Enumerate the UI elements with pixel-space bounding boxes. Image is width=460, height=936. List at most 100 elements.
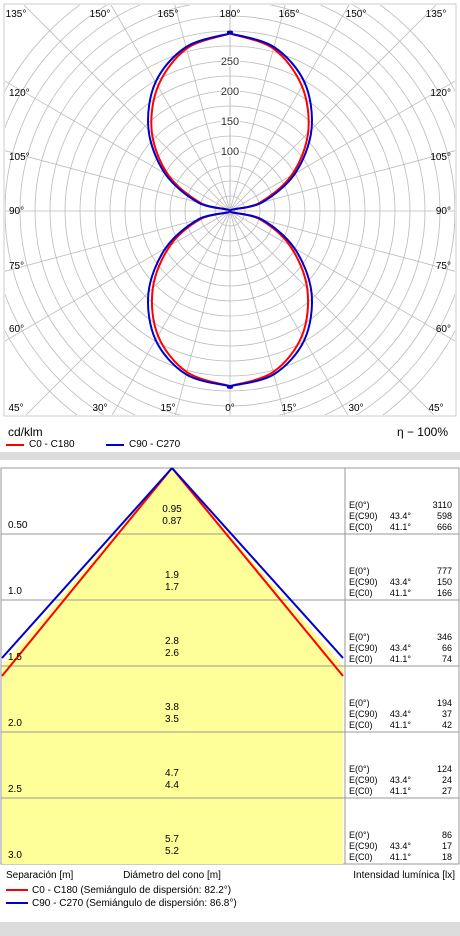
polar-grid-spoke bbox=[110, 5, 231, 212]
polar-legend-c90: C90 - C270 bbox=[106, 439, 180, 450]
diameter-label: Diámetro del cono [m] bbox=[123, 870, 221, 881]
e0-value: 124 bbox=[437, 764, 452, 774]
e-c0-value: 74 bbox=[442, 654, 452, 664]
radial-tick-label: 200 bbox=[221, 86, 239, 98]
row-height-label: 0.50 bbox=[8, 520, 28, 531]
polar-legend-c0-label: C0 - C180 bbox=[29, 439, 75, 450]
diameter-c90-value: 2.8 bbox=[165, 636, 179, 647]
bottom-band bbox=[0, 922, 460, 936]
cone-row: 2.5 4.74.4 E(0°)E(C90)E(C0) 43.4°41.1° 12424… bbox=[8, 764, 452, 796]
diameter-c90-value: 3.8 bbox=[165, 702, 179, 713]
cone-row: 3.0 5.75.2 E(0°)E(C90)E(C0) 43.4°41.1° 86171… bbox=[8, 830, 452, 862]
c90-cone-line-right bbox=[171, 467, 344, 659]
polar-grid-spoke bbox=[174, 210, 231, 415]
row-height-label: 3.0 bbox=[8, 850, 22, 861]
e-c0-value: 166 bbox=[437, 588, 452, 598]
e-c0-value: 27 bbox=[442, 786, 452, 796]
polar-grid-spoke bbox=[229, 210, 455, 272]
diameter-c0-value: 4.4 bbox=[165, 780, 179, 791]
e0-label: E(0°) bbox=[349, 764, 370, 774]
separation-label: Separación [m] bbox=[6, 870, 73, 881]
angle-c90-value: 43.4° bbox=[390, 709, 412, 719]
polar-diagram: 100 150 200 250 135° 150° 165° 180° 165° 150° 135°… bbox=[3, 3, 457, 439]
polar-grid-spoke bbox=[229, 150, 455, 212]
polar-grid-spoke bbox=[5, 210, 231, 342]
cone-legend-c0-label: C0 - C180 (Semiángulo de dispersión: 82.… bbox=[32, 885, 231, 896]
cone-row: 1.5 2.82.6 E(0°)E(C90)E(C0) 43.4°41.1° 34666… bbox=[8, 632, 452, 664]
efficiency-label: η − 100% bbox=[397, 425, 448, 439]
angle-label-left: 60° bbox=[9, 324, 24, 335]
diameter-c90-value: 1.9 bbox=[165, 570, 179, 581]
e0-value: 86 bbox=[442, 830, 452, 840]
diameter-c0-value: 1.7 bbox=[165, 582, 179, 593]
cone-diagram-panel: 0.50 0.95 0.87 E(0°) E(C90) E(C0) 43.4° 41.1° 31… bbox=[0, 462, 460, 922]
diameter-c0-value: 0.87 bbox=[162, 516, 182, 527]
e-c0-label: E(C0) bbox=[349, 720, 373, 730]
cone-row: 0.50 0.950.87 E(0°)E(C90)E(C0) 43.4°41.1° 31… bbox=[8, 500, 452, 532]
angle-label-left: 120° bbox=[9, 88, 30, 99]
e-c0-label: E(C0) bbox=[349, 654, 373, 664]
row-height-label: 2.0 bbox=[8, 718, 22, 729]
angle-c90-value: 43.4° bbox=[390, 511, 412, 521]
polar-legend-c0: C0 - C180 bbox=[6, 439, 75, 450]
polar-grid-spoke bbox=[174, 5, 231, 212]
e-c90-value: 66 bbox=[442, 643, 452, 653]
diameter-c0-value: 3.5 bbox=[165, 714, 179, 725]
angle-c0-value: 41.1° bbox=[390, 786, 412, 796]
angle-label-top: 135° bbox=[426, 9, 447, 20]
polar-grid-spoke bbox=[5, 150, 231, 212]
angle-label-top: 150° bbox=[90, 9, 111, 20]
e-c0-label: E(C0) bbox=[349, 588, 373, 598]
separator-band bbox=[0, 452, 460, 460]
e-c90-value: 37 bbox=[442, 709, 452, 719]
diameter-c90-value: 4.7 bbox=[165, 768, 179, 779]
e-c0-value: 18 bbox=[442, 852, 452, 862]
polar-grid-spoke bbox=[229, 210, 286, 415]
e-c0-label: E(C0) bbox=[349, 786, 373, 796]
angle-label-left: 75° bbox=[9, 261, 24, 272]
polar-grid-spoke bbox=[5, 80, 231, 212]
angle-c0-value: 41.1° bbox=[390, 588, 412, 598]
angle-label-right: 120° bbox=[430, 88, 451, 99]
angle-label-right: 75° bbox=[436, 261, 451, 272]
polar-grid-spoke bbox=[229, 5, 350, 212]
radial-tick-label: 100 bbox=[221, 146, 239, 158]
cone-rows: 0.500.950.87E(0°)E(C90)E(C0)43.4°41.1°31… bbox=[8, 500, 452, 862]
angle-label-bottom: 30° bbox=[348, 403, 363, 414]
polar-curves bbox=[147, 30, 313, 389]
angle-label-left: 90° bbox=[9, 206, 24, 217]
row-height-label: 1.5 bbox=[8, 652, 22, 663]
angle-label-top: 135° bbox=[6, 9, 27, 20]
cone-background bbox=[0, 467, 460, 865]
angle-c0-value: 41.1° bbox=[390, 720, 412, 730]
angle-c0-value: 41.1° bbox=[390, 654, 412, 664]
e-c0-label: E(C0) bbox=[349, 522, 373, 532]
cone-legend-c90-label: C90 - C270 (Semiángulo de dispersión: 86… bbox=[32, 898, 237, 909]
angle-label-top: 165° bbox=[158, 9, 179, 20]
polar-grid-spoke bbox=[229, 80, 455, 212]
angle-c90-value: 43.4° bbox=[390, 577, 412, 587]
e-c90-value: 150 bbox=[437, 577, 452, 587]
c0-swatch-icon bbox=[6, 443, 24, 446]
row-height-label: 2.5 bbox=[8, 784, 22, 795]
diameter-c90-value: 0.95 bbox=[162, 504, 182, 515]
e-c90-label: E(C90) bbox=[349, 511, 378, 521]
polar-grid-spoke bbox=[229, 210, 435, 415]
e-c0-value: 666 bbox=[437, 522, 452, 532]
angle-label-bottom: 15° bbox=[281, 403, 296, 414]
c0-cone-line-left bbox=[1, 467, 173, 677]
polar-grid-spoke bbox=[25, 210, 231, 415]
angle-label-bottom: 30° bbox=[92, 403, 107, 414]
polar-grid-spoke bbox=[229, 210, 455, 342]
e0-value: 777 bbox=[437, 566, 452, 576]
polar-labels: 100 150 200 250 135° 150° 165° 180° 165° 150° 135°… bbox=[6, 9, 451, 414]
e-c0-label: E(C0) bbox=[349, 852, 373, 862]
e0-label: E(0°) bbox=[349, 632, 370, 642]
angle-label-top: 165° bbox=[279, 9, 300, 20]
diameter-c0-value: 5.2 bbox=[165, 846, 179, 857]
c90-swatch-icon bbox=[106, 443, 124, 446]
cone-row: 2.0 3.83.5 E(0°)E(C90)E(C0) 43.4°41.1° 19437… bbox=[8, 698, 452, 730]
diameter-c0-value: 2.6 bbox=[165, 648, 179, 659]
angle-label-right: 60° bbox=[436, 324, 451, 335]
polar-grid-spoke bbox=[229, 210, 349, 415]
